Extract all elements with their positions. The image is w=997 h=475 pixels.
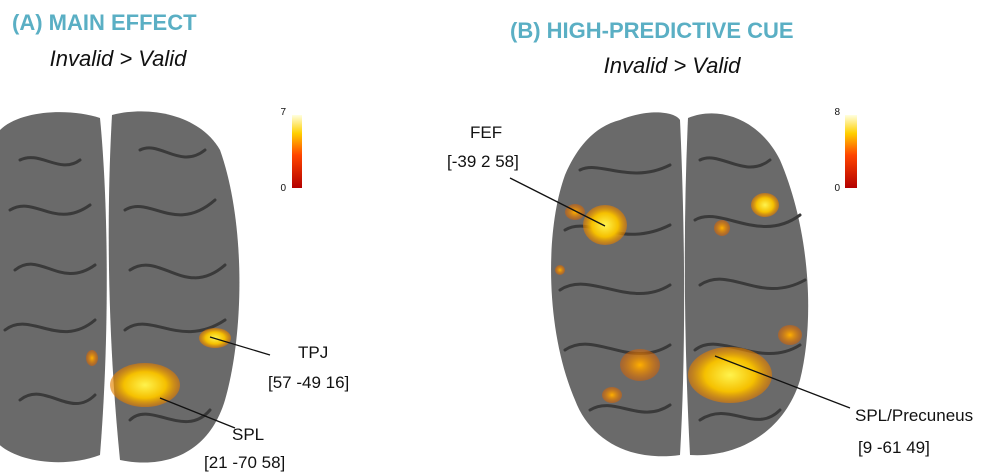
region-name: SPL/Precuneus xyxy=(855,406,973,425)
colorbar-max: 7 xyxy=(280,107,286,118)
region-name: SPL xyxy=(232,425,264,444)
panel-subtitle: Invalid > Valid xyxy=(50,46,188,71)
colorbar-min: 0 xyxy=(280,183,286,194)
colorbar-max: 8 xyxy=(834,107,840,118)
brain-b xyxy=(551,112,808,456)
region-coords: [57 -49 16] xyxy=(268,373,349,392)
brain-a xyxy=(0,111,239,462)
region-name: TPJ xyxy=(298,343,328,362)
panel-title: (A) MAIN EFFECT xyxy=(12,10,197,35)
figure: (A) MAIN EFFECT Invalid > Valid 7 0 TPJ … xyxy=(0,0,997,475)
region-name: FEF xyxy=(470,123,502,142)
region-coords: [21 -70 58] xyxy=(204,453,285,472)
region-coords: [-39 2 58] xyxy=(447,152,519,171)
colorbar-min: 0 xyxy=(834,183,840,194)
panel-subtitle: Invalid > Valid xyxy=(604,53,742,78)
region-coords: [9 -61 49] xyxy=(858,438,930,457)
colorbar xyxy=(845,115,857,188)
colorbar xyxy=(292,115,302,188)
panel-title: (B) HIGH-PREDICTIVE CUE xyxy=(510,18,794,43)
